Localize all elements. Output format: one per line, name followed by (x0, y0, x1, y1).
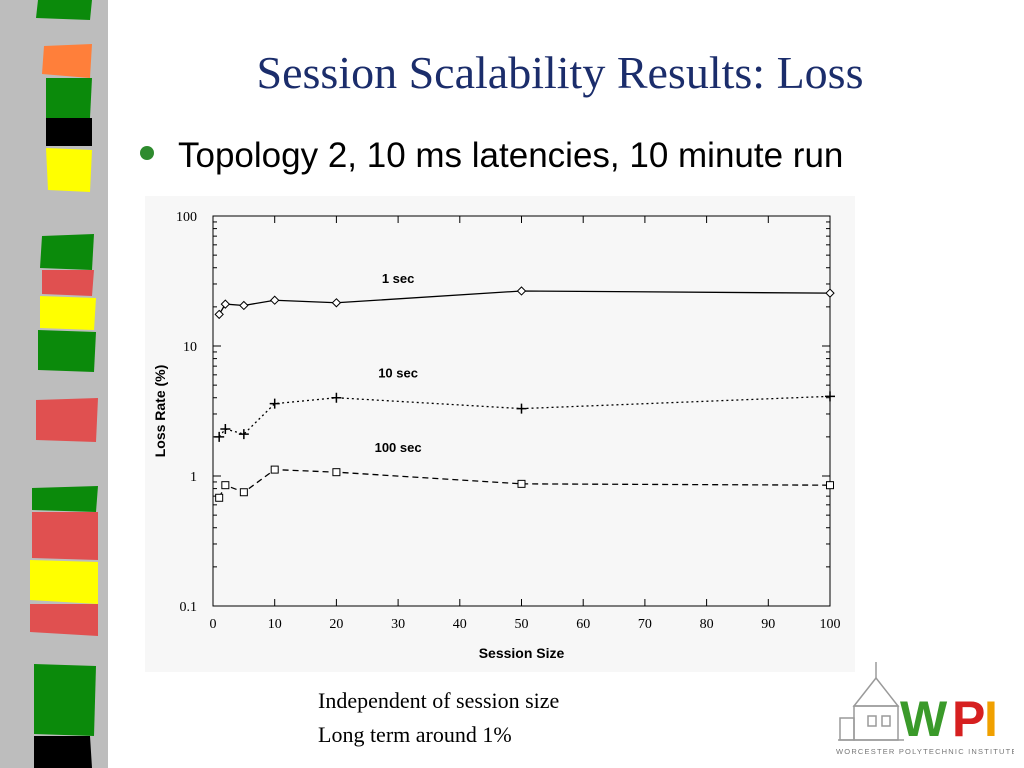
x-tick-label: 0 (210, 617, 217, 632)
chart-svg: 0 10 20 30 40 50 60 70 80 90 100 0.1 1 10 100 Session S… (152, 210, 841, 661)
data-point (825, 288, 835, 298)
decorative-color-strip (0, 0, 108, 768)
wpi-letter-p: P (952, 691, 985, 747)
data-point (516, 286, 527, 296)
slide-notes: Independent of session size Long term ar… (318, 684, 559, 752)
wpi-letter-i: I (984, 691, 998, 747)
data-point (826, 481, 834, 490)
data-point (239, 488, 248, 497)
x-tick-label: 50 (515, 617, 529, 632)
data-point (269, 295, 280, 305)
slide-title: Session Scalability Results: Loss (256, 47, 864, 98)
x-tick-label: 70 (638, 617, 652, 632)
note-line: Independent of session size (318, 688, 560, 713)
data-point (214, 309, 224, 320)
data-point (825, 391, 835, 402)
series-label: 1 sec (382, 271, 415, 286)
bullet-dot-icon (140, 146, 154, 160)
x-tick-label: 80 (700, 617, 714, 632)
data-point (220, 299, 231, 309)
x-axis-label: Session Size (479, 645, 565, 661)
y-tick-label: 0.1 (180, 600, 198, 615)
x-tick-label: 100 (820, 617, 841, 632)
x-tick-label: 20 (329, 617, 343, 632)
wpi-letter-w: W (900, 691, 948, 747)
data-point (215, 493, 224, 502)
logo-tagline: WORCESTER POLYTECHNIC INSTITUTE (836, 747, 1014, 756)
building-graphic (838, 662, 904, 741)
series-line-1-sec (218, 290, 831, 315)
series-line-10-sec (218, 395, 831, 438)
wpi-logo: W P I WORCESTER POLYTECHNIC INSTITUTE (836, 662, 1014, 756)
data-point (214, 431, 225, 442)
color-blocks-graphic (30, 0, 98, 768)
series-label: 10 sec (378, 366, 418, 381)
x-tick-label: 40 (453, 617, 467, 632)
series-label: 100 sec (375, 440, 422, 455)
x-tick-label: 60 (576, 617, 590, 632)
note-line: Long term around 1% (318, 722, 512, 747)
bullet-text: Topology 2, 10 ms latencies, 10 minute r… (178, 136, 844, 175)
data-point (238, 429, 249, 440)
data-point (270, 465, 279, 474)
x-tick-label: 90 (761, 617, 775, 632)
loss-rate-chart: 0 10 20 30 40 50 60 70 80 90 100 0.1 1 10 100 Session S… (145, 196, 855, 672)
data-point (269, 398, 280, 409)
data-point (516, 403, 527, 414)
y-tick-label: 1 (190, 470, 197, 485)
data-point (331, 392, 342, 403)
data-point (331, 298, 342, 308)
x-tick-label: 30 (391, 617, 405, 632)
y-tick-label: 100 (176, 210, 197, 225)
data-point (220, 423, 231, 434)
data-point (239, 300, 249, 311)
data-point (517, 479, 526, 488)
data-point (221, 481, 230, 490)
x-tick-label: 10 (268, 617, 282, 632)
data-point (332, 468, 341, 477)
y-axis-label: Loss Rate (%) (152, 365, 168, 458)
y-tick-label: 10 (183, 340, 197, 355)
